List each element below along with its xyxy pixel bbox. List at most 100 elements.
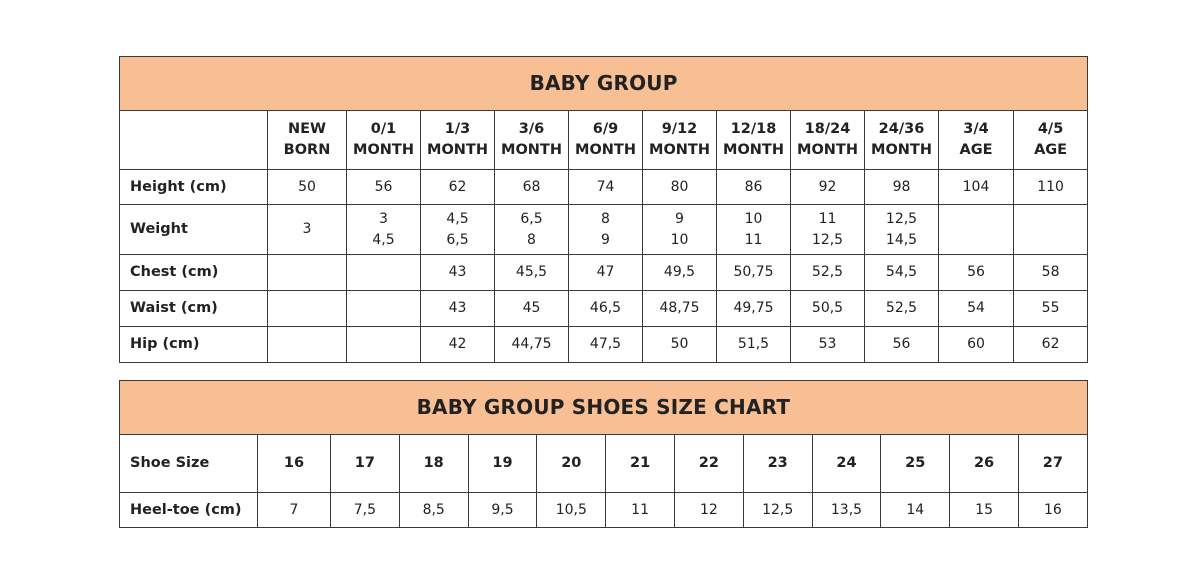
cell-value: 56 [374, 178, 393, 195]
cell-value: 56 [892, 336, 911, 352]
cell-value: 55 [1041, 300, 1060, 316]
cell-value: 92 [818, 178, 837, 195]
cell-value: 50,5 [811, 300, 844, 316]
heel-toe-value: 10,5 [536, 492, 607, 528]
table-row: Waist (cm) 43 45 46,5 48,75 49,75 50,5 52,5 54 55 [119, 290, 1089, 327]
cell-value: 47 [596, 264, 615, 280]
cell-value: 24/36 [878, 121, 925, 137]
column-header: 12/18 MONTH [716, 110, 791, 170]
cell-value: MONTH [427, 142, 488, 158]
heel-toe-value: 15 [949, 492, 1019, 528]
cell-value: 14,5 [885, 231, 918, 248]
cell-value: 52,5 [885, 300, 918, 316]
row-label: Height (cm) [119, 169, 268, 205]
cell-value: 1/3 [444, 121, 471, 137]
cell-value: BORN [283, 142, 331, 158]
cell-value: 9 [675, 210, 684, 227]
table-cell: 47 [568, 254, 643, 291]
cell-value: 4,5 [372, 231, 395, 248]
cell-value: 47,5 [589, 336, 622, 352]
table-cell: 80 [642, 169, 717, 205]
table-cell: 49,5 [642, 254, 717, 291]
table-cell: 49,75 [716, 290, 791, 327]
table-cell: 56 [346, 169, 421, 205]
cell-value: 3 [379, 210, 388, 227]
row-label: Heel-toe (cm) [119, 492, 258, 528]
cell-value: 44,75 [511, 336, 552, 352]
cell-value: 6,5 [520, 210, 543, 227]
cell-value: 11 [744, 231, 763, 248]
cell-value: 74 [596, 178, 615, 195]
table-cell: 45 [494, 290, 569, 327]
table-cell: 12,5 14,5 [864, 204, 939, 255]
cell-value: 60 [967, 336, 985, 352]
table-cell: 55 [1012, 290, 1089, 327]
cell-value: AGE [959, 142, 993, 158]
table-cell: 43 [420, 290, 495, 327]
table-cell: 50,5 [790, 290, 865, 327]
cell-value: 54 [967, 300, 985, 316]
table-cell: 60 [938, 326, 1014, 363]
cell-value: 56 [967, 264, 985, 280]
cell-value: 48,75 [659, 300, 700, 316]
header-row: NEW BORN 0/1 MONTH 1/3 MONTH 3/6 MONTH 6/9 MONTH 9… [119, 110, 1089, 170]
heel-toe-row: Heel-toe (cm) 7 7,5 8,5 9,5 10,5 11 12 12,5 13,5 1… [119, 492, 1088, 528]
row-label: Shoe Size [119, 434, 258, 493]
cell-value: 3/4 [963, 121, 989, 137]
table-cell: 50 [642, 326, 717, 363]
heel-toe-value: 9,5 [467, 492, 538, 528]
table-cell: 48,75 [642, 290, 717, 327]
cell-value: 18/24 [804, 121, 851, 137]
table-cell: 42 [420, 326, 495, 363]
cell-value: 12/18 [730, 121, 777, 137]
table-cell: 110 [1012, 169, 1089, 205]
table-row: Weight 3 3 4,5 4,5 6,5 6,5 8 8 9 9 10 10 11 11 12,5 12,5… [119, 204, 1089, 255]
table-cell: 92 [790, 169, 865, 205]
cell-value: AGE [1034, 142, 1068, 158]
cell-value: 12,5 [885, 210, 918, 227]
cell-value: MONTH [723, 142, 784, 158]
cell-value: 45 [522, 300, 541, 316]
cell-value: 4/5 [1037, 121, 1064, 137]
cell-value: 86 [744, 178, 763, 195]
cell-value: 6/9 [592, 121, 619, 137]
table-cell: 4,5 6,5 [420, 204, 495, 255]
cell-value: 98 [892, 178, 911, 195]
table-cell: 44,75 [494, 326, 569, 363]
table-cell: 62 [420, 169, 495, 205]
cell-value: 80 [670, 178, 689, 195]
table-cell: 68 [494, 169, 569, 205]
table-cell: 3 [267, 204, 347, 255]
column-header: 1/3 MONTH [420, 110, 495, 170]
empty-corner [119, 110, 268, 170]
table-cell [346, 326, 421, 363]
table-cell: 50,75 [716, 254, 791, 291]
row-label: Weight [119, 204, 268, 255]
table-cell: 43 [420, 254, 495, 291]
table-cell: 54,5 [864, 254, 939, 291]
cell-value: MONTH [649, 142, 710, 158]
table-cell: 53 [790, 326, 865, 363]
table-cell: 9 10 [642, 204, 717, 255]
table-title: BABY GROUP SHOES SIZE CHART [119, 380, 1088, 435]
table-cell: 56 [864, 326, 939, 363]
table-cell: 47,5 [568, 326, 643, 363]
table-cell: 104 [938, 169, 1014, 205]
column-header: 0/1 MONTH [346, 110, 421, 170]
heel-toe-value: 13,5 [811, 492, 882, 528]
cell-value: MONTH [501, 142, 562, 158]
table-cell: 58 [1012, 254, 1089, 291]
shoe-size: 19 [467, 434, 538, 493]
cell-value: 8 [527, 231, 536, 248]
table-cell: 51,5 [716, 326, 791, 363]
cell-value: 3/6 [518, 121, 545, 137]
table-cell: 10 11 [716, 204, 791, 255]
table-cell: 3 4,5 [346, 204, 421, 255]
table-cell [267, 254, 347, 291]
heel-toe-value: 12,5 [742, 492, 813, 528]
row-label: Waist (cm) [119, 290, 268, 327]
cell-value: 46,5 [589, 300, 622, 316]
cell-value: 52,5 [811, 264, 844, 280]
table-row: Hip (cm) 42 44,75 47,5 50 51,5 53 56 60 62 [119, 326, 1089, 363]
row-label: Chest (cm) [119, 254, 268, 291]
